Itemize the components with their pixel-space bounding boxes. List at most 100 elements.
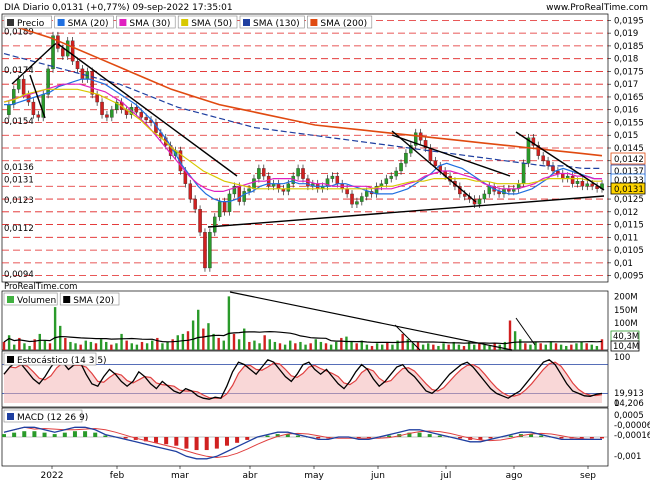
macd-histogram-bar (316, 437, 321, 439)
volume-bar (457, 344, 461, 350)
price-candle (551, 165, 555, 172)
price-candle (105, 114, 109, 118)
volume-bar (565, 345, 568, 350)
macd-histogram-bar (579, 437, 584, 439)
volume-bar (248, 341, 251, 350)
volume-bar (156, 337, 159, 350)
volume-bar (467, 341, 471, 350)
volume-bar (125, 340, 128, 350)
volume-bar (135, 344, 139, 350)
volume-bar (263, 335, 266, 350)
volume-bar (48, 343, 52, 350)
volume-bar (33, 339, 36, 350)
volume-bar (299, 341, 302, 350)
price-candle (16, 78, 21, 90)
price-candle (355, 201, 359, 205)
volume-bar (23, 343, 26, 350)
legend-box (116, 15, 176, 29)
price-candle (90, 71, 94, 95)
volume-bar (483, 344, 486, 350)
volume-bar (89, 341, 93, 350)
price-candle (546, 160, 550, 167)
legend-box (54, 15, 114, 29)
volume-bar (28, 345, 31, 350)
price-candle (409, 145, 413, 154)
volume-bar (53, 307, 57, 350)
macd-histogram-bar (559, 437, 564, 439)
volume-bar (273, 341, 277, 350)
price-candle (590, 183, 594, 187)
volume-bar (452, 341, 455, 350)
x-axis-label: sep (580, 471, 596, 481)
macd-histogram-bar (194, 437, 199, 451)
trend-line (207, 195, 605, 228)
stoch-tick-label: 0 (614, 399, 619, 409)
volume-bar (432, 344, 435, 350)
trend-line (57, 43, 238, 177)
macd-histogram-bar (275, 434, 280, 437)
volume-bar (304, 344, 307, 350)
price-value-tag-label: 0,0137 (614, 167, 644, 177)
price-tick-label: 0,019 (614, 29, 638, 39)
macd-histogram-bar (458, 437, 463, 439)
volume-bar (253, 340, 256, 350)
price-candle (497, 191, 501, 195)
volume-bar (94, 343, 98, 350)
volume-bar (278, 343, 282, 350)
macd-histogram-bar (235, 437, 240, 443)
macd-histogram-bar (214, 437, 219, 449)
volume-bar (534, 341, 537, 350)
volume-trend-line (229, 291, 513, 351)
price-candle (198, 209, 202, 233)
trend-line (515, 131, 605, 191)
price-tick-label: 0,016 (614, 106, 638, 116)
price-candle (213, 216, 217, 233)
volume-bar (427, 343, 430, 350)
price-candle (12, 89, 16, 105)
volume-bar (64, 337, 67, 350)
sma-line-130 (3, 53, 602, 169)
volume-bar (110, 344, 113, 350)
volume-bar (478, 343, 481, 350)
price-candle (188, 183, 193, 200)
volume-bar (350, 341, 353, 350)
volume-bar (120, 333, 123, 350)
volume-bar (13, 344, 16, 350)
volume-bar (503, 341, 507, 350)
price-candle (36, 114, 41, 118)
volume-bar (84, 340, 87, 350)
sma-line-30 (3, 83, 602, 192)
price-candle (31, 101, 36, 115)
volume-bar (59, 325, 62, 350)
price-value-tag-label: 0,0133 (614, 176, 644, 186)
sma-line-20 (4, 78, 602, 203)
watermark-bottom: ProRealTime.com (4, 282, 77, 292)
volume-bar (161, 343, 164, 350)
price-candle (21, 78, 26, 95)
legend-swatch (310, 19, 318, 26)
price-candle (70, 40, 75, 62)
price-candle (350, 193, 354, 205)
price-candle (208, 232, 212, 269)
macd-tick-label: 0,0005 (614, 411, 644, 421)
left-price-label: 0,0094 (4, 270, 34, 280)
trend-line (11, 43, 56, 85)
volume-bar (283, 344, 287, 350)
volume-bar (580, 341, 583, 350)
legend-label: Volumen (17, 296, 56, 306)
x-axis-label: ago (506, 471, 523, 481)
volume-bar (370, 345, 374, 350)
price-candle (585, 183, 590, 187)
volume-bar (243, 328, 246, 350)
volume-value-tag (610, 340, 640, 352)
price-candle (413, 132, 418, 146)
macd-histogram-bar (42, 432, 47, 437)
left-price-label: 0,0189 (4, 28, 34, 38)
volume-bar (79, 344, 82, 350)
price-tick-label: 0,018 (614, 55, 638, 65)
trend-line (391, 130, 477, 203)
volume-trend-line (515, 317, 536, 346)
volume-bar (488, 345, 491, 350)
legend-label: SMA (200) (320, 19, 367, 29)
